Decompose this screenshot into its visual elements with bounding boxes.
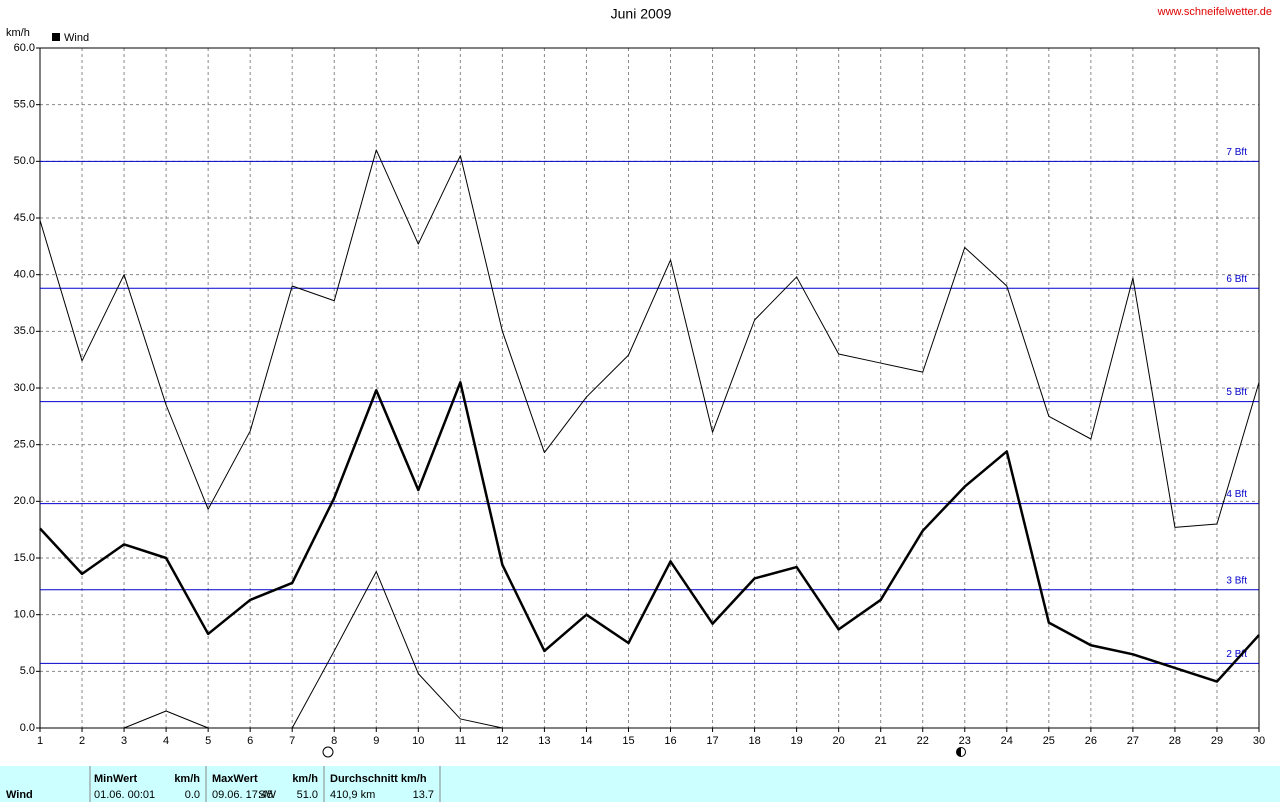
summary-cell: 51.0 <box>297 789 318 801</box>
y-tick-label: 45.0 <box>14 212 35 224</box>
x-tick-label: 11 <box>455 735 466 747</box>
summary-bar <box>0 766 1280 802</box>
x-tick-label: 29 <box>1211 735 1223 747</box>
x-tick-label: 26 <box>1085 735 1097 747</box>
y-tick-label: 0.0 <box>20 722 35 734</box>
ref-label: 2 Bft <box>1226 649 1247 660</box>
x-tick-label: 20 <box>833 735 845 747</box>
x-tick-label: 17 <box>706 735 718 747</box>
y-tick-label: 25.0 <box>14 439 35 451</box>
x-tick-label: 5 <box>205 735 211 747</box>
x-tick-label: 23 <box>959 735 971 747</box>
summary-cell: 01.06. 00:01 <box>94 789 155 801</box>
summary-header: MinWert <box>94 773 138 785</box>
x-tick-label: 27 <box>1127 735 1139 747</box>
y-tick-label: 5.0 <box>20 665 35 677</box>
x-tick-label: 2 <box>79 735 85 747</box>
ref-label: 5 Bft <box>1226 387 1247 398</box>
x-tick-label: 25 <box>1043 735 1055 747</box>
x-tick-label: 18 <box>748 735 760 747</box>
y-tick-label: 20.0 <box>14 495 35 507</box>
y-tick-label: 15.0 <box>14 552 35 564</box>
y-tick-label: 50.0 <box>14 155 35 167</box>
chart-title: Juni 2009 <box>611 6 672 22</box>
series-line <box>39 381 1260 683</box>
x-tick-label: 19 <box>790 735 802 747</box>
ref-label: 4 Bft <box>1226 489 1247 500</box>
legend-label: Wind <box>64 32 89 44</box>
x-tick-label: 7 <box>289 735 295 747</box>
x-tick-label: 10 <box>412 735 424 747</box>
summary-header: MaxWert <box>212 773 258 785</box>
x-tick-label: 28 <box>1169 735 1181 747</box>
moon-icon <box>956 747 961 757</box>
x-tick-label: 6 <box>247 735 253 747</box>
ref-label: 6 Bft <box>1226 274 1247 285</box>
summary-dividers <box>89 766 441 802</box>
summary-cell: SW <box>258 789 276 801</box>
y-tick-label: 10.0 <box>14 609 35 621</box>
y-tick-label: 30.0 <box>14 382 35 394</box>
legend-swatch <box>52 33 60 41</box>
x-tick-label: 21 <box>875 735 887 747</box>
y-tick-label: 35.0 <box>14 325 35 337</box>
x-tick-label: 9 <box>373 735 379 747</box>
y-tick-label: 60.0 <box>14 42 35 54</box>
y-axis-label: km/h <box>6 27 30 39</box>
x-tick-label: 1 <box>37 735 43 747</box>
summary-headers: Wind MinWert km/h MaxWert km/h Durchschn… <box>6 773 427 801</box>
summary-cell: 0.0 <box>185 789 200 801</box>
summary-cell: 09.06. 17:45 <box>212 789 273 801</box>
series-line <box>39 149 1260 528</box>
x-tick-label: 3 <box>121 735 127 747</box>
summary-header: km/h <box>174 773 200 785</box>
y-tick-label: 55.0 <box>14 99 35 111</box>
summary-header: Durchschnitt km/h <box>330 773 427 785</box>
x-tick-label: 8 <box>331 735 337 747</box>
source: www.schneifelwetter.de <box>1157 6 1272 18</box>
x-tick-label: 15 <box>622 735 634 747</box>
summary-header: km/h <box>292 773 318 785</box>
ref-label: 3 Bft <box>1226 575 1247 586</box>
x-tick-label: 4 <box>163 735 169 747</box>
x-tick-label: 13 <box>538 735 550 747</box>
y-tick-label: 40.0 <box>14 269 35 281</box>
ref-label: 7 Bft <box>1226 147 1247 158</box>
series-line <box>123 571 1259 729</box>
moon-icon <box>322 746 334 758</box>
summary-name: Wind <box>6 789 33 801</box>
x-tick-label: 14 <box>580 735 592 747</box>
x-tick-label: 12 <box>496 735 508 747</box>
x-tick-label: 22 <box>917 735 929 747</box>
x-tick-label: 30 <box>1253 735 1265 747</box>
x-tick-label: 16 <box>664 735 676 747</box>
summary-cell: 13.7 <box>413 789 434 801</box>
x-tick-label: 24 <box>1001 735 1013 747</box>
summary-cell: 410,9 km <box>330 789 375 801</box>
